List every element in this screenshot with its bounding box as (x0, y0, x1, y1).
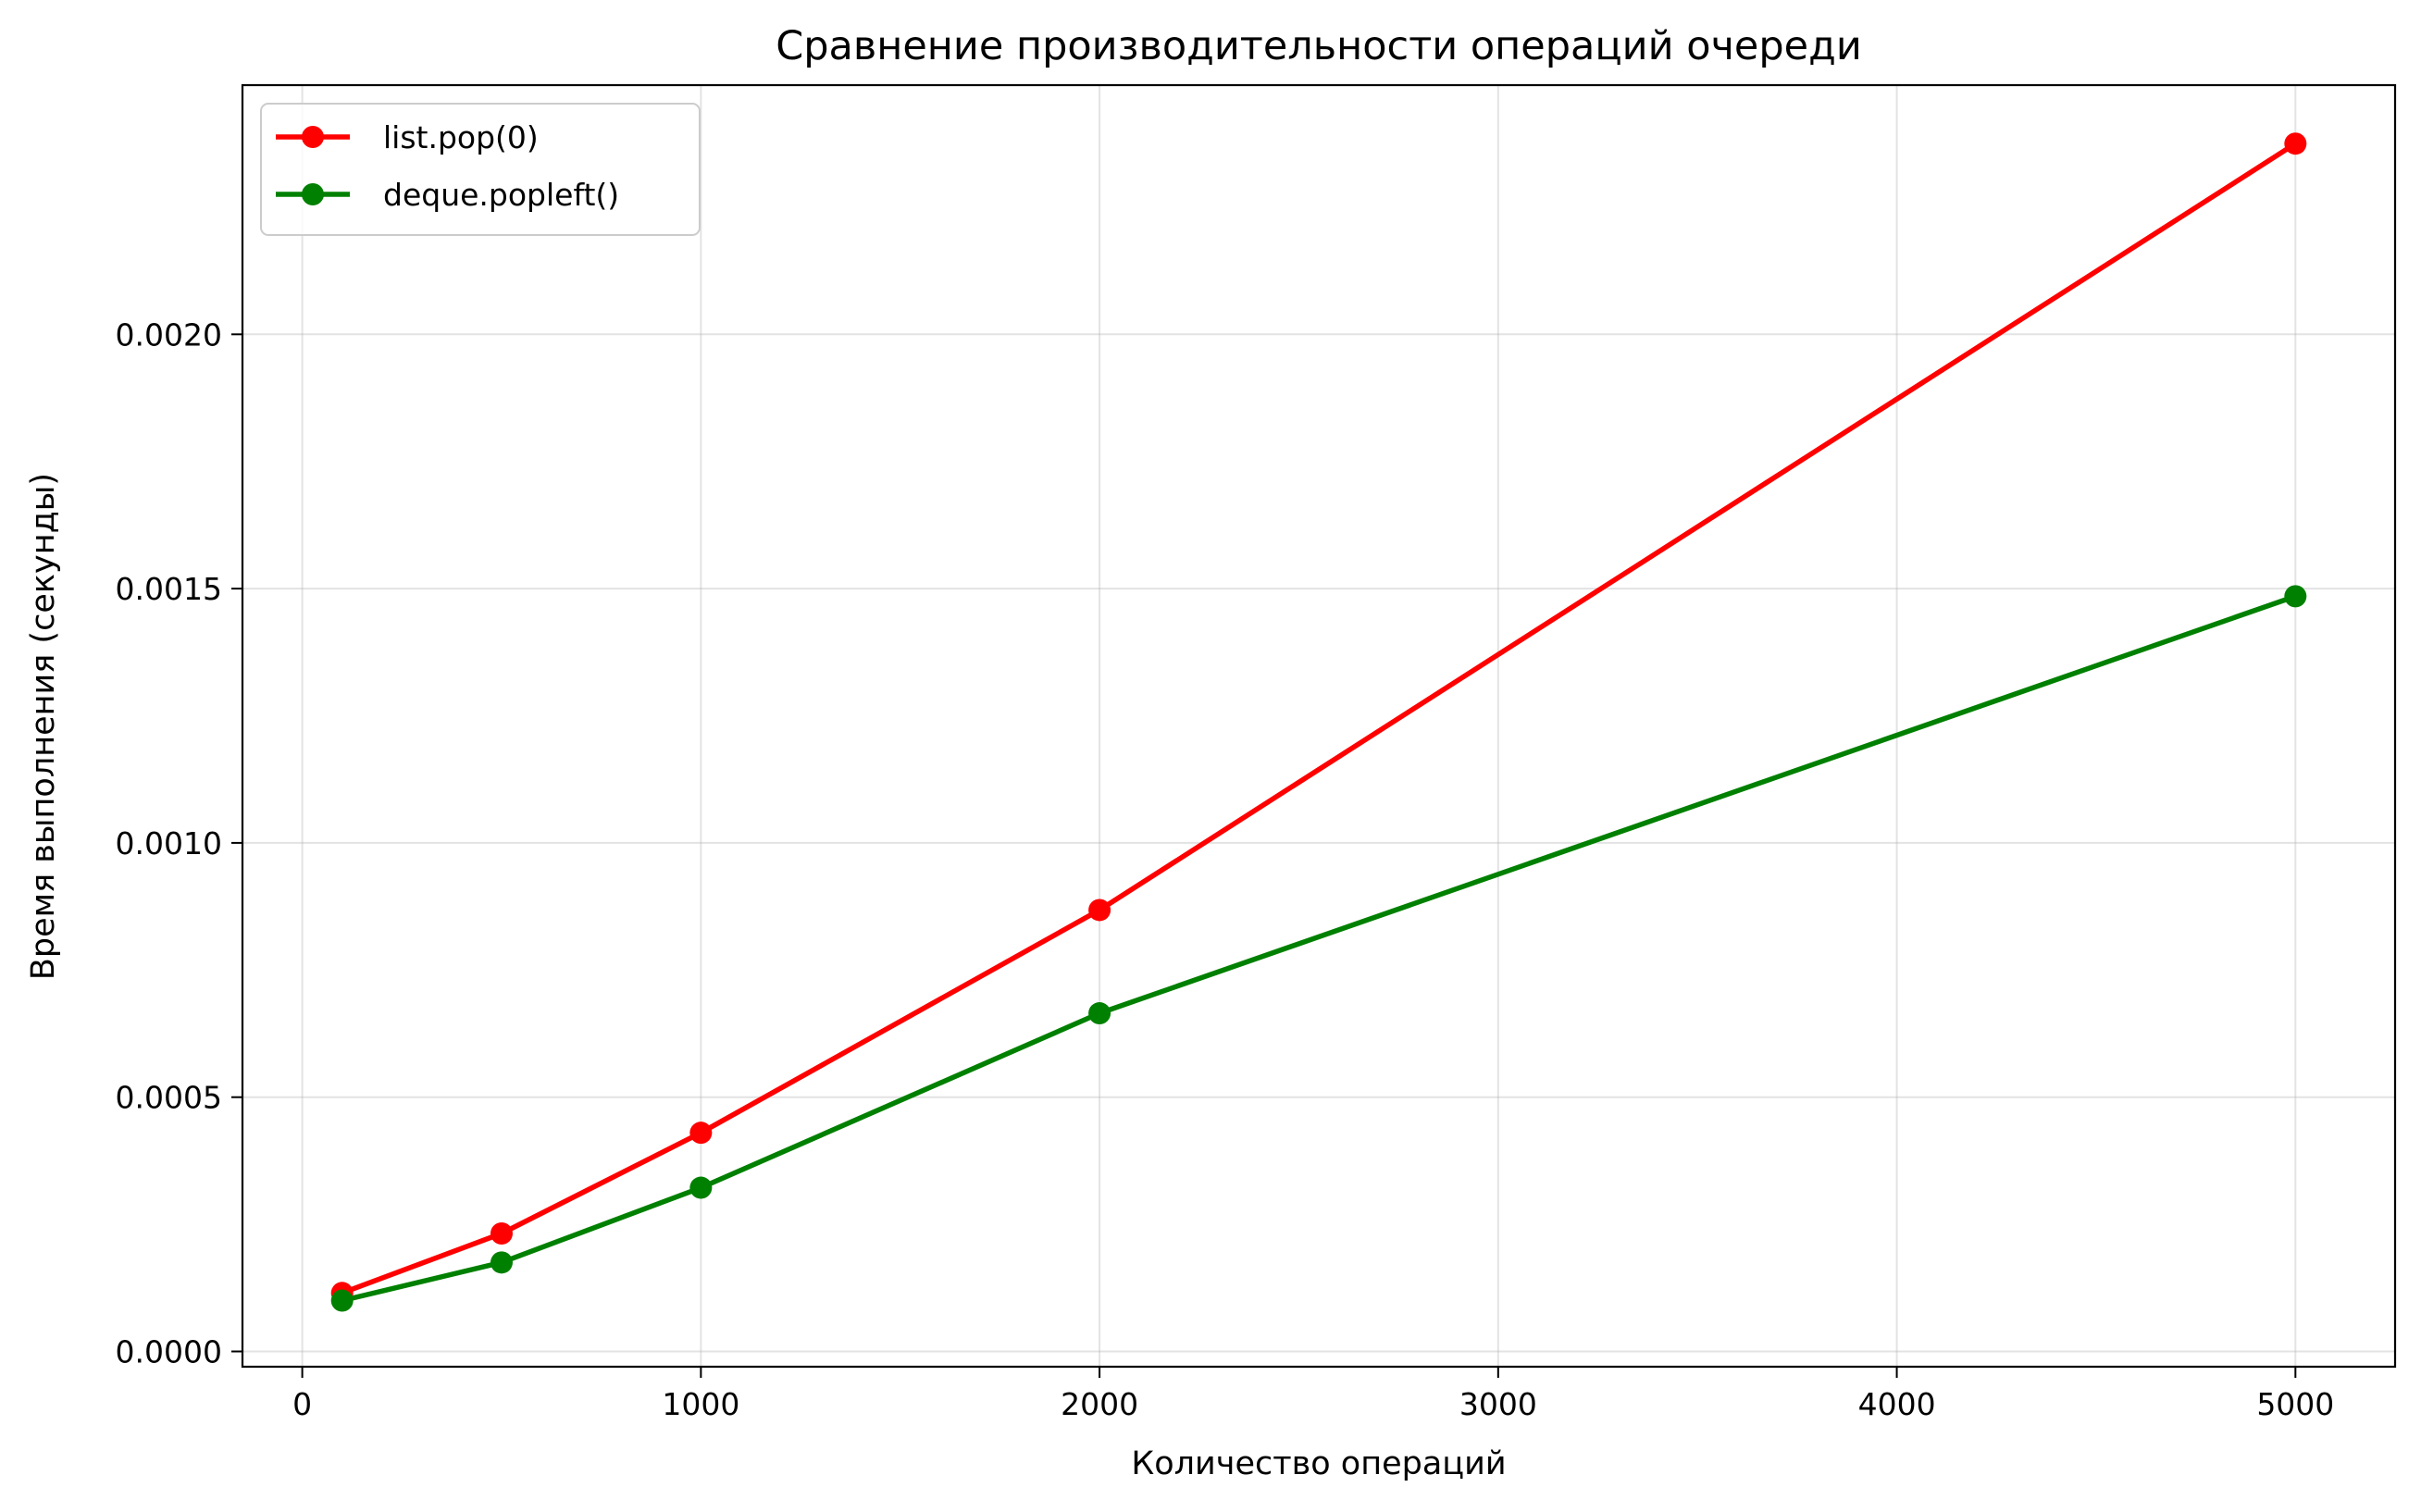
x-tick-label: 1000 (662, 1386, 739, 1422)
legend-item: deque.popleft() (276, 177, 619, 213)
legend: list.pop(0) deque.popleft() (260, 103, 701, 236)
data-point (1088, 1002, 1111, 1025)
y-tick-label: 0.0010 (116, 825, 222, 861)
plot-area-frame (241, 83, 2397, 1369)
data-point (490, 1222, 513, 1246)
legend-marker (302, 183, 324, 205)
data-point (689, 1176, 713, 1199)
y-tick-label: 0.0005 (116, 1080, 222, 1116)
data-point (330, 1289, 354, 1312)
legend-box (260, 103, 701, 236)
data-point (689, 1122, 713, 1145)
data-point (1088, 899, 1111, 922)
x-tick-label: 2000 (1061, 1386, 1138, 1422)
series-1 (330, 585, 2307, 1312)
y-tick-label: 0.0015 (116, 571, 222, 607)
chart-title: Сравнение производительности операций оч… (776, 23, 1862, 69)
data-point (2284, 585, 2307, 608)
legend-item: list.pop(0) (276, 119, 539, 155)
x-tick-label: 3000 (1459, 1386, 1537, 1422)
series-layer (330, 132, 2307, 1312)
x-axis-label: Количество операций (1131, 1445, 1506, 1482)
legend-label: list.pop(0) (383, 119, 539, 155)
axis-ticks: 0 1000 2000 3000 4000 5000 0.0000 0.0005 0.0010 0… (116, 316, 2335, 1422)
data-point (490, 1251, 513, 1274)
y-tick-label: 0.0000 (116, 1334, 222, 1370)
data-point (2284, 132, 2307, 155)
x-tick-label: 0 (292, 1386, 312, 1422)
legend-label: deque.popleft() (383, 177, 619, 213)
x-tick-label: 4000 (1858, 1386, 1936, 1422)
y-tick-label: 0.0020 (116, 316, 222, 353)
grid (242, 85, 2395, 1367)
legend-marker (302, 126, 324, 148)
x-tick-label: 5000 (2256, 1386, 2334, 1422)
y-axis-label: Время выполнения (секунды) (25, 473, 62, 980)
